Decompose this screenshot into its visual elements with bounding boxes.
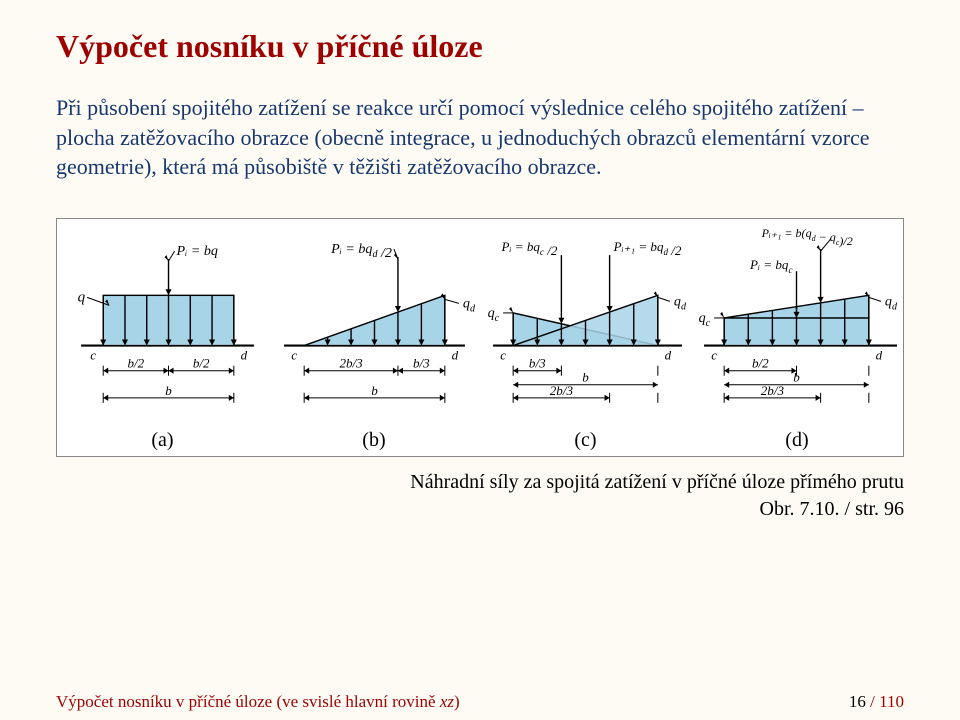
svg-text:Pᵢ₊₁ = b(qd − qc)/2: Pᵢ₊₁ = b(qd − qc)/2: [761, 226, 853, 248]
svg-text:qd: qd: [463, 295, 476, 314]
footer: Výpočet nosníku v příčné úloze (ve svisl…: [56, 692, 904, 712]
svg-text:d: d: [241, 348, 248, 363]
panel-labels-row: (a) (b) (c) (d): [57, 429, 903, 452]
svg-text:b/2: b/2: [752, 356, 769, 371]
svg-text:Pᵢ = bqc /2: Pᵢ = bqc /2: [501, 239, 558, 258]
panel-label-c: (c): [574, 429, 596, 452]
footer-page: 16 / 110: [849, 692, 904, 712]
figure-frame: qPᵢ = bqcdb/2b/2bqdPᵢ = bqd /2cd2b/3b/3b…: [56, 218, 904, 457]
footer-left-italic: xz: [440, 692, 454, 711]
diagram-svg: qPᵢ = bqcdb/2b/2bqdPᵢ = bqd /2cd2b/3b/3b…: [63, 225, 897, 426]
svg-text:d: d: [665, 348, 672, 363]
panel-label-b: (b): [362, 429, 385, 452]
footer-left: Výpočet nosníku v příčné úloze (ve svisl…: [56, 692, 460, 712]
caption-line-1: Náhradní síly za spojitá zatížení v příč…: [56, 471, 904, 494]
page-sep: /: [866, 692, 879, 711]
svg-text:qd: qd: [674, 293, 687, 312]
svg-text:2b/3: 2b/3: [550, 383, 574, 398]
svg-text:d: d: [452, 348, 459, 363]
svg-text:b: b: [165, 383, 172, 398]
svg-text:b: b: [371, 383, 378, 398]
svg-text:b/2: b/2: [193, 356, 210, 371]
svg-text:c: c: [500, 348, 506, 363]
svg-text:b: b: [793, 370, 800, 385]
svg-text:b/2: b/2: [128, 356, 145, 371]
svg-text:Pᵢ₊₁ = bqd /2: Pᵢ₊₁ = bqd /2: [613, 239, 682, 258]
caption-line-2: Obr. 7.10. / str. 96: [56, 498, 904, 521]
footer-left-text: Výpočet nosníku v příčné úloze (ve svisl…: [56, 692, 440, 711]
svg-text:Pᵢ = bqd /2: Pᵢ = bqd /2: [330, 241, 392, 261]
svg-text:2b/3: 2b/3: [761, 383, 785, 398]
svg-text:qc: qc: [488, 305, 500, 324]
page-total: 110: [879, 692, 904, 711]
page-current: 16: [849, 692, 866, 711]
svg-text:Pᵢ = bq: Pᵢ = bq: [176, 243, 218, 259]
panel-label-a: (a): [151, 429, 173, 452]
svg-text:c: c: [90, 348, 96, 363]
footer-left-close: ): [454, 692, 460, 711]
svg-text:c: c: [291, 348, 297, 363]
svg-text:b: b: [582, 370, 589, 385]
svg-text:Pᵢ = bqc: Pᵢ = bqc: [749, 257, 792, 275]
svg-text:qd: qd: [885, 293, 897, 312]
page-title: Výpočet nosníku v příčné úloze: [56, 28, 904, 65]
svg-text:2b/3: 2b/3: [339, 356, 363, 371]
svg-text:qc: qc: [699, 310, 711, 329]
svg-text:q: q: [78, 289, 86, 305]
figure-caption: Náhradní síly za spojitá zatížení v příč…: [56, 471, 904, 521]
panel-label-d: (d): [785, 429, 808, 452]
body-paragraph: Při působení spojitého zatížení se reakc…: [56, 93, 904, 182]
svg-text:b/3: b/3: [413, 356, 430, 371]
svg-text:d: d: [876, 348, 883, 363]
svg-text:b/3: b/3: [529, 356, 546, 371]
svg-text:c: c: [711, 348, 717, 363]
